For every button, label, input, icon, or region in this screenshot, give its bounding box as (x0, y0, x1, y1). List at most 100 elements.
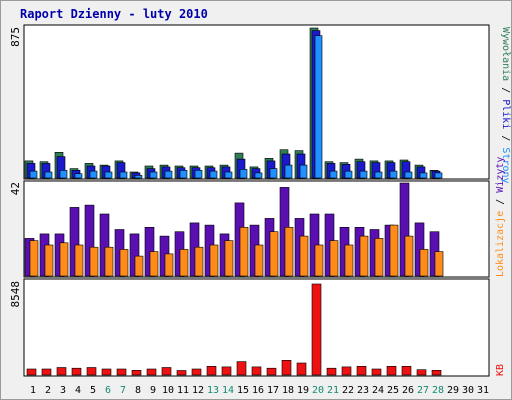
bar-kb-day-20 (311, 283, 322, 376)
hits-y-max-label: 875 (9, 27, 22, 47)
x-label-day-20: 20 (312, 385, 324, 396)
hits-panel (23, 24, 490, 180)
bar-lokalizacje-day-20 (314, 244, 324, 277)
chart-title: Raport Dzienny - luty 2010 (20, 7, 208, 21)
bar-kb-day-10 (161, 367, 172, 376)
bar-kb-day-15 (236, 361, 247, 376)
legend-separator-1: / (500, 81, 511, 99)
bar-lokalizacje-day-8 (134, 255, 144, 277)
bar-lokalizacje-day-18 (284, 227, 294, 277)
x-label-day-17: 17 (267, 385, 279, 396)
bar-lokalizacje-day-6 (104, 246, 114, 277)
x-label-day-7: 7 (120, 385, 126, 396)
bar-lokalizacje-day-11 (179, 249, 189, 277)
x-label-day-29: 29 (447, 385, 459, 396)
bar-strony-day-6 (104, 171, 113, 179)
bar-lokalizacje-day-23 (359, 235, 369, 277)
bar-lokalizacje-day-28 (434, 251, 444, 277)
x-label-day-18: 18 (282, 385, 294, 396)
bar-lokalizacje-day-12 (194, 246, 204, 277)
x-label-day-6: 6 (105, 385, 111, 396)
x-label-day-12: 12 (192, 385, 204, 396)
legend-right-middle: Lokalizacje / Wizyty (495, 157, 506, 277)
bar-strony-day-10 (164, 170, 173, 179)
x-label-day-8: 8 (135, 385, 141, 396)
bar-strony-day-15 (239, 169, 248, 179)
bar-lokalizacje-day-9 (149, 251, 159, 277)
legend-separator-3: / (495, 193, 506, 211)
bar-strony-day-19 (299, 164, 308, 179)
bar-lokalizacje-day-19 (299, 235, 309, 277)
bar-kb-day-28 (431, 369, 442, 376)
bar-lokalizacje-day-22 (344, 244, 354, 277)
bar-strony-day-12 (194, 170, 203, 179)
bar-lokalizacje-day-10 (164, 253, 174, 277)
x-label-day-16: 16 (252, 385, 264, 396)
bar-strony-day-11 (179, 170, 188, 179)
x-label-day-13: 13 (207, 385, 219, 396)
bar-strony-day-7 (119, 171, 128, 179)
bar-strony-day-27 (419, 172, 428, 179)
x-label-day-4: 4 (75, 385, 81, 396)
bar-lokalizacje-day-14 (224, 240, 234, 277)
bar-strony-day-17 (269, 168, 278, 179)
bar-kb-day-24 (371, 368, 382, 376)
bar-lokalizacje-day-27 (419, 249, 429, 277)
x-label-day-10: 10 (162, 385, 174, 396)
bar-wizyty-day-6 (99, 213, 110, 277)
bar-lokalizacje-day-3 (59, 242, 69, 277)
bar-kb-day-16 (251, 366, 262, 376)
x-label-day-3: 3 (60, 385, 66, 396)
x-label-day-15: 15 (237, 385, 249, 396)
bar-strony-day-8 (134, 175, 143, 179)
bar-kb-day-17 (266, 367, 277, 376)
bar-kb-day-7 (116, 368, 127, 376)
bar-strony-day-5 (89, 170, 98, 179)
legend-separator-2: / (500, 129, 511, 147)
bar-kb-day-27 (416, 369, 427, 376)
bar-strony-day-20 (314, 35, 323, 179)
bar-strony-day-18 (284, 164, 293, 179)
bar-kb-day-26 (401, 365, 412, 376)
x-label-day-26: 26 (402, 385, 414, 396)
legend-strony: Strony (500, 147, 511, 183)
bar-kb-day-8 (131, 369, 142, 376)
bar-wizyty-day-26 (399, 182, 410, 277)
bar-kb-day-12 (191, 368, 202, 376)
x-label-day-11: 11 (177, 385, 189, 396)
bar-lokalizacje-day-16 (254, 244, 264, 277)
bar-kb-day-19 (296, 362, 307, 376)
bar-lokalizacje-day-21 (329, 240, 339, 277)
x-label-day-23: 23 (357, 385, 369, 396)
x-label-day-25: 25 (387, 385, 399, 396)
x-label-day-9: 9 (150, 385, 156, 396)
legend-wizyty: Wizyty (495, 157, 506, 193)
kb-panel (23, 278, 490, 377)
bar-kb-day-9 (146, 368, 157, 376)
bar-kb-day-14 (221, 366, 232, 376)
bar-lokalizacje-day-4 (74, 244, 84, 277)
bar-lokalizacje-day-7 (119, 249, 129, 277)
legend-right-upper: Wywołania / Pliki / Strony (500, 27, 511, 184)
bar-lokalizacje-day-25 (389, 224, 399, 277)
bar-strony-day-2 (44, 171, 53, 179)
x-label-day-27: 27 (417, 385, 429, 396)
kb-y-max-label: 8548 (9, 281, 22, 308)
bar-lokalizacje-day-26 (404, 235, 414, 277)
bar-strony-day-24 (374, 171, 383, 179)
bar-kb-day-1 (26, 368, 37, 376)
bar-kb-day-11 (176, 370, 187, 376)
bar-kb-day-13 (206, 365, 217, 376)
x-label-day-19: 19 (297, 385, 309, 396)
x-label-day-2: 2 (45, 385, 51, 396)
x-label-day-1: 1 (30, 385, 36, 396)
bar-strony-day-26 (404, 171, 413, 179)
bar-wizyty-day-8 (129, 233, 140, 277)
x-label-day-5: 5 (90, 385, 96, 396)
legend-lokalizacje: Lokalizacje (495, 211, 506, 277)
bar-lokalizacje-day-15 (239, 227, 249, 277)
bar-strony-day-21 (329, 170, 338, 179)
bar-kb-day-25 (386, 365, 397, 376)
bar-wizyty-day-5 (84, 204, 95, 277)
bar-marks (24, 27, 444, 376)
